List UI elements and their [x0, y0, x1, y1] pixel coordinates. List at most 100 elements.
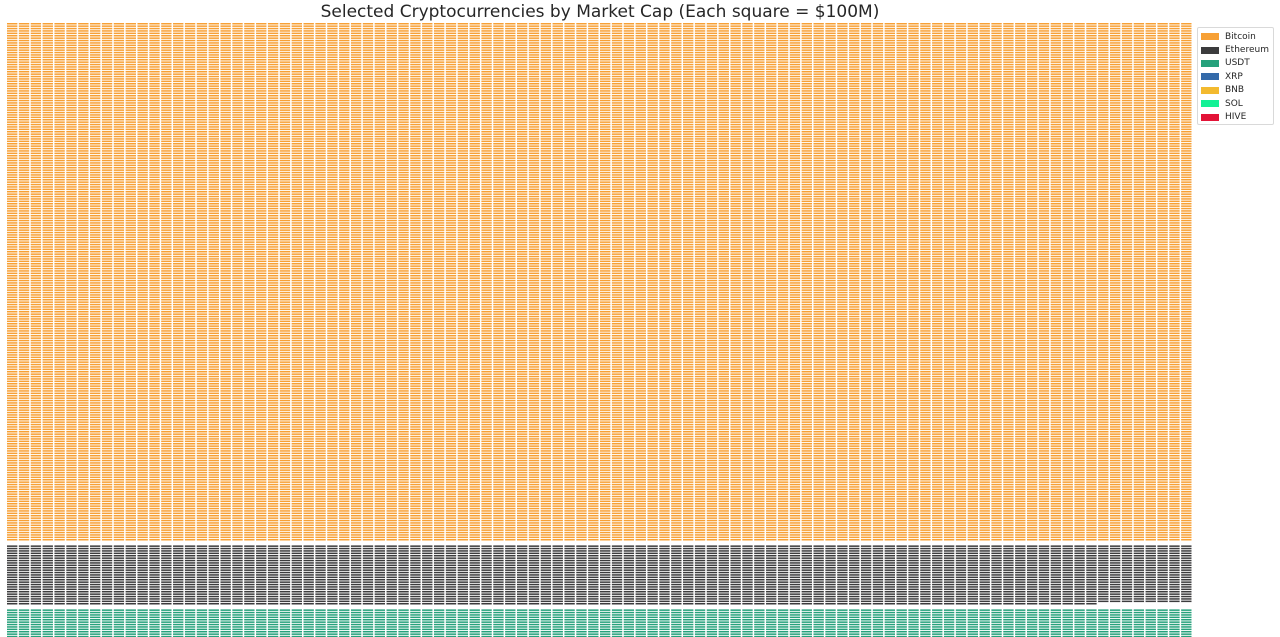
- waffle-square: [137, 505, 147, 507]
- waffle-square: [90, 508, 100, 510]
- waffle-square: [197, 419, 207, 421]
- waffle-square: [7, 117, 17, 119]
- waffle-square: [161, 347, 171, 349]
- waffle-square: [78, 157, 88, 159]
- waffle-square: [43, 71, 53, 73]
- waffle-square: [126, 357, 136, 359]
- waffle-square: [19, 515, 29, 517]
- waffle-square: [149, 234, 159, 236]
- waffle-square: [137, 162, 147, 164]
- waffle-square: [7, 237, 17, 239]
- waffle-square: [90, 239, 100, 241]
- waffle-square: [90, 505, 100, 507]
- waffle-square: [137, 337, 147, 339]
- waffle-square: [43, 237, 53, 239]
- waffle-square: [66, 496, 76, 498]
- waffle-square: [7, 364, 17, 366]
- waffle-square: [197, 294, 207, 296]
- waffle-square: [19, 196, 29, 198]
- waffle-square: [43, 229, 53, 231]
- waffle-square: [90, 448, 100, 450]
- waffle-square: [173, 347, 183, 349]
- waffle-square: [185, 165, 195, 167]
- waffle-square: [19, 215, 29, 217]
- waffle-square: [102, 376, 112, 378]
- waffle-square: [173, 388, 183, 390]
- waffle-square: [19, 448, 29, 450]
- waffle-square: [197, 201, 207, 203]
- waffle-square: [149, 513, 159, 515]
- waffle-square: [149, 112, 159, 114]
- waffle-square: [126, 465, 136, 467]
- waffle-square: [31, 40, 41, 42]
- waffle-square: [7, 37, 17, 39]
- waffle-square: [90, 453, 100, 455]
- waffle-square: [7, 481, 17, 483]
- waffle-square: [185, 337, 195, 339]
- waffle-square: [102, 78, 112, 80]
- waffle-square: [90, 306, 100, 308]
- waffle-square: [7, 354, 17, 356]
- waffle-square: [173, 239, 183, 241]
- waffle-square: [31, 465, 41, 467]
- waffle-square: [54, 481, 64, 483]
- waffle-square: [54, 400, 64, 402]
- waffle-square: [185, 76, 195, 78]
- waffle-square: [102, 47, 112, 49]
- waffle-square: [137, 469, 147, 471]
- waffle-square: [161, 215, 171, 217]
- waffle-square: [173, 148, 183, 150]
- waffle-square: [19, 443, 29, 445]
- waffle-square: [161, 54, 171, 56]
- waffle-square: [197, 40, 207, 42]
- waffle-square: [197, 469, 207, 471]
- waffle-square: [185, 525, 195, 527]
- waffle-square: [137, 167, 147, 169]
- waffle-square: [90, 316, 100, 318]
- waffle-square: [90, 93, 100, 95]
- waffle-square: [90, 383, 100, 385]
- waffle-square: [7, 191, 17, 193]
- waffle-square: [137, 457, 147, 459]
- waffle-square: [54, 203, 64, 205]
- waffle-square: [31, 57, 41, 59]
- waffle-square: [114, 299, 124, 301]
- waffle-square: [7, 323, 17, 325]
- waffle-square: [66, 292, 76, 294]
- waffle-square: [54, 419, 64, 421]
- waffle-square: [137, 71, 147, 73]
- waffle-square: [114, 35, 124, 37]
- waffle-square: [19, 385, 29, 387]
- waffle-square: [7, 124, 17, 126]
- waffle-square: [114, 81, 124, 83]
- waffle-square: [102, 503, 112, 505]
- waffle-square: [31, 426, 41, 428]
- waffle-square: [66, 455, 76, 457]
- waffle-square: [126, 534, 136, 536]
- waffle-square: [78, 52, 88, 54]
- waffle-square: [7, 232, 17, 234]
- waffle-square: [149, 342, 159, 344]
- waffle-square: [197, 537, 207, 539]
- waffle-square: [185, 150, 195, 152]
- waffle-square: [185, 124, 195, 126]
- waffle-square: [43, 90, 53, 92]
- waffle-square: [66, 457, 76, 459]
- waffle-square: [19, 28, 29, 30]
- waffle-square: [137, 54, 147, 56]
- waffle-square: [90, 193, 100, 195]
- waffle-square: [90, 311, 100, 313]
- waffle-square: [161, 342, 171, 344]
- waffle-square: [185, 520, 195, 522]
- waffle-square: [185, 414, 195, 416]
- waffle-square: [185, 321, 195, 323]
- waffle-square: [54, 448, 64, 450]
- waffle-square: [54, 520, 64, 522]
- waffle-square: [54, 304, 64, 306]
- waffle-square: [102, 112, 112, 114]
- waffle-square: [149, 189, 159, 191]
- waffle-square: [7, 436, 17, 438]
- waffle-square: [90, 390, 100, 392]
- waffle-square: [137, 275, 147, 277]
- waffle-square: [7, 453, 17, 455]
